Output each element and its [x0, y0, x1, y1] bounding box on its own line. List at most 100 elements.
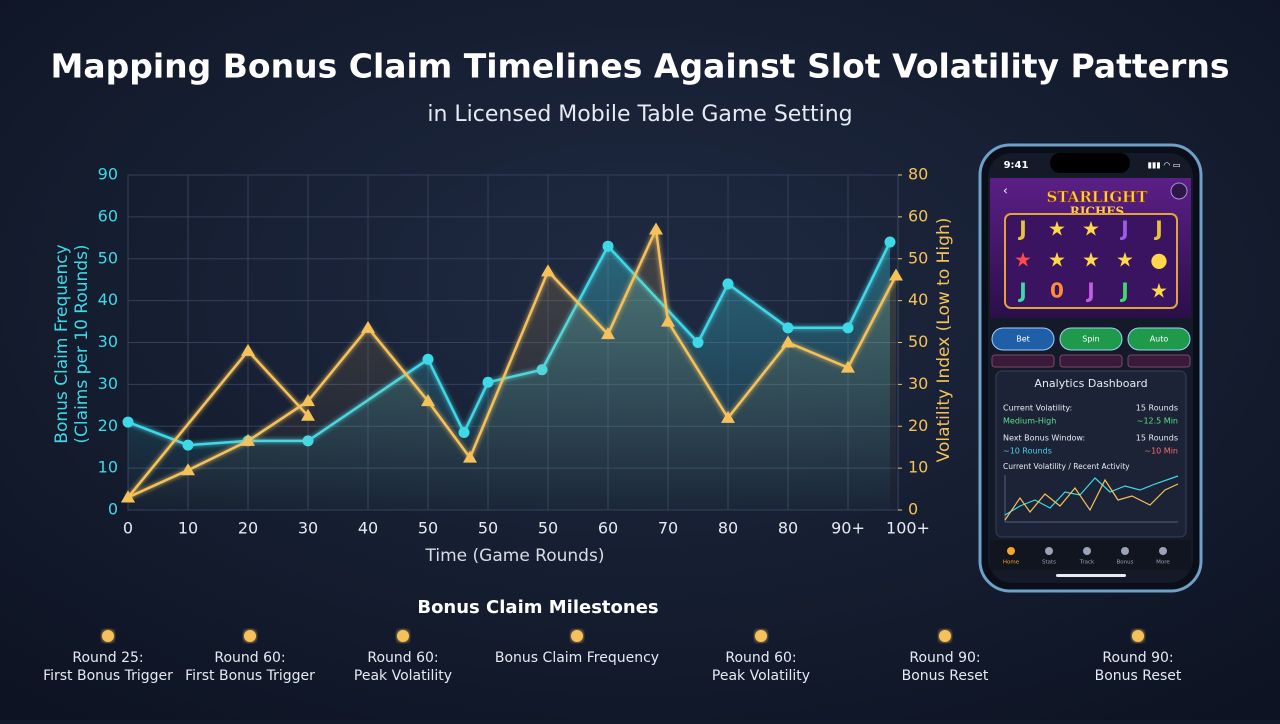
chart-title: Mapping Bonus Claim Timelines Against Sl… — [51, 47, 1230, 86]
dashboard-title: Analytics Dashboard — [1034, 377, 1147, 390]
nav-label[interactable]: Bonus — [1117, 560, 1134, 566]
nav-label[interactable]: Stats — [1042, 560, 1056, 566]
triangle-marker — [421, 394, 435, 407]
nav-icon[interactable] — [1045, 547, 1053, 555]
triangle-marker — [649, 222, 663, 235]
search-button[interactable] — [1170, 182, 1188, 200]
dashboard-label: Next Bonus Window: — [1003, 434, 1085, 443]
y2-axis-title: Volatility Index (Low to High) — [934, 218, 954, 463]
milestone-detail: Peak Volatility — [712, 668, 810, 684]
phone-button[interactable] — [991, 327, 1055, 351]
phone-button[interactable] — [1059, 327, 1123, 351]
milestone-detail: Bonus Reset — [1095, 668, 1182, 684]
nav-icon[interactable] — [1121, 547, 1129, 555]
reel-symbol: J — [1153, 217, 1162, 241]
phone-button-label[interactable]: Bet — [1016, 335, 1030, 344]
nav-icon[interactable] — [1007, 547, 1015, 555]
milestone-label: Round 60: — [725, 650, 796, 666]
circle-marker — [884, 236, 896, 248]
reel-symbol: ★ — [1116, 248, 1134, 272]
game-title: STARLIGHT — [1047, 188, 1149, 206]
reel-symbol: J — [1017, 279, 1026, 303]
phone-notch — [1050, 153, 1130, 173]
back-button[interactable]: ‹ — [1003, 184, 1008, 198]
phone-button-label[interactable]: Spin — [1082, 335, 1099, 344]
milestone-label: Round 60: — [214, 650, 285, 666]
nav-icon[interactable] — [1083, 547, 1091, 555]
nav-icon[interactable] — [1159, 547, 1167, 555]
reel-symbol: ★ — [1082, 248, 1100, 272]
phone-button[interactable] — [1127, 327, 1191, 351]
milestone-label: Round 90: — [1102, 650, 1173, 666]
x-tick-label: 50 — [478, 519, 498, 538]
x-tick-label: 50 — [538, 519, 558, 538]
phone: 9:41 ▮▮▮ ◠ ▭ ‹ STARLIGHT RICHES J ★ ★ J J★ ★ ★… — [978, 143, 1203, 593]
reel-symbol: ★ — [1048, 217, 1066, 241]
phone-button-label[interactable]: Auto — [1150, 335, 1169, 344]
milestone-dot — [1132, 630, 1144, 642]
mini-line — [1004, 475, 1179, 516]
phone-chip — [991, 354, 1055, 368]
triangle-marker — [721, 410, 735, 423]
milestone-dot — [102, 630, 114, 642]
y2-tick-label: 0 — [908, 500, 918, 519]
dashboard-right: 15 Rounds — [1136, 404, 1178, 413]
nav-label[interactable]: Home — [1003, 560, 1020, 566]
mini-chart-title: Current Volatility / Recent Activity — [1003, 462, 1130, 471]
y2-tick-label: 50 — [908, 248, 928, 267]
y2-tick-label: 10 — [908, 458, 928, 477]
triangle-marker — [541, 264, 555, 277]
dashboard-label: Current Volatility: — [1003, 404, 1072, 413]
reel-symbol: J — [1119, 279, 1128, 303]
y-axis-title-line: (Claims per 10 Rounds) — [72, 244, 92, 443]
nav-label[interactable]: Track — [1079, 560, 1095, 566]
circle-marker — [842, 322, 854, 334]
dashboard-right-sub: ~12.5 Min — [1137, 417, 1178, 426]
circle-marker — [482, 376, 494, 388]
y2-tick-label: 40 — [908, 290, 928, 309]
reel-symbol: ★ — [1048, 248, 1066, 272]
milestone-label: Bonus Claim Frequency — [495, 650, 659, 666]
x-axis-title: Time (Game Rounds) — [425, 546, 605, 566]
reel-symbols: J ★ ★ J J★ ★ ★ ★ ●J 0 J J ★ — [1014, 217, 1168, 303]
dashboard-value: Medium-High — [1003, 417, 1056, 426]
y-tick-label: 20 — [98, 416, 118, 435]
y-tick-label: 10 — [98, 458, 118, 477]
phone-buttons: Bet Spin Auto — [991, 327, 1191, 368]
nav-label[interactable]: More — [1156, 560, 1170, 566]
nav-items: Home Stats Track Bonus More — [1003, 547, 1170, 566]
milestone-dot — [397, 630, 409, 642]
y-tick-label: 60 — [98, 206, 118, 225]
reel-symbol: J — [1085, 279, 1094, 303]
x-tick-label: 100+ — [886, 519, 930, 538]
home-indicator — [1056, 574, 1126, 577]
circle-marker — [602, 240, 614, 252]
y-tick-label: 40 — [98, 290, 118, 309]
circle-marker — [782, 322, 794, 334]
triangle-marker — [781, 335, 795, 348]
triangle-marker — [121, 490, 135, 503]
milestone-label: Round 60: — [367, 650, 438, 666]
reel-symbol: J — [1119, 217, 1128, 241]
milestone-detail: Bonus Reset — [902, 668, 989, 684]
circle-marker — [458, 427, 470, 439]
reel-symbol: ● — [1150, 248, 1167, 272]
triangle-marker — [841, 360, 855, 373]
x-tick-label: 20 — [238, 519, 258, 538]
dashboard-right-sub: ~10 Min — [1144, 447, 1178, 456]
reel-symbol: ★ — [1014, 248, 1032, 272]
status-icons: ▮▮▮ ◠ ▭ — [1148, 161, 1181, 170]
x-tick-label: 30 — [298, 519, 318, 538]
triangle-marker — [301, 394, 315, 407]
triangle-marker — [181, 463, 195, 476]
milestone-detail: First Bonus Trigger — [185, 668, 315, 684]
circle-marker — [422, 353, 434, 365]
phone-chip — [1127, 354, 1191, 368]
x-tick-label: 80 — [718, 519, 738, 538]
y-tick-label: 50 — [98, 248, 118, 267]
milestones: Round 25: First Bonus Trigger Round 60: Fir… — [43, 630, 1182, 684]
reel-symbol: ★ — [1082, 217, 1100, 241]
triangle-marker — [241, 343, 255, 356]
series-area — [128, 229, 896, 510]
y2-tick-label: 30 — [908, 374, 928, 393]
